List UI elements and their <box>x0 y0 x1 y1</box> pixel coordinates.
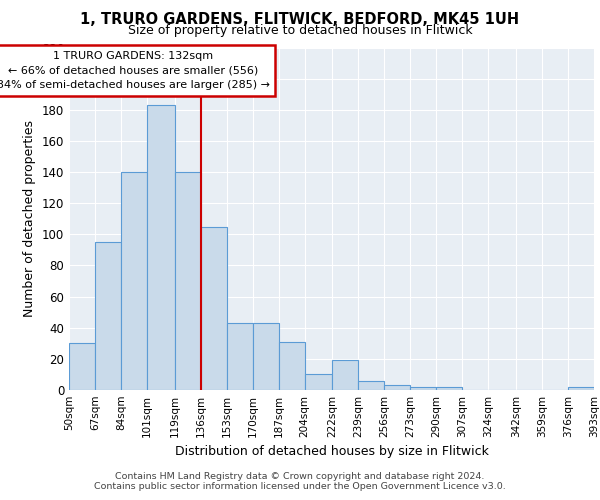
Bar <box>147 105 175 390</box>
Bar <box>305 374 332 390</box>
Bar <box>436 387 463 390</box>
Bar <box>568 387 594 390</box>
Text: 1, TRURO GARDENS, FLITWICK, BEDFORD, MK45 1UH: 1, TRURO GARDENS, FLITWICK, BEDFORD, MK4… <box>80 12 520 28</box>
Bar <box>200 226 227 390</box>
X-axis label: Distribution of detached houses by size in Flitwick: Distribution of detached houses by size … <box>175 446 488 458</box>
Bar <box>358 380 385 390</box>
Text: 1 TRURO GARDENS: 132sqm
← 66% of detached houses are smaller (556)
34% of semi-d: 1 TRURO GARDENS: 132sqm ← 66% of detache… <box>0 50 270 90</box>
Bar <box>227 323 253 390</box>
Bar <box>385 386 410 390</box>
Bar <box>253 323 278 390</box>
Bar <box>332 360 358 390</box>
Bar <box>410 387 436 390</box>
Bar <box>278 342 305 390</box>
Text: Contains HM Land Registry data © Crown copyright and database right 2024.: Contains HM Land Registry data © Crown c… <box>115 472 485 481</box>
Bar <box>69 344 95 390</box>
Text: Size of property relative to detached houses in Flitwick: Size of property relative to detached ho… <box>128 24 472 37</box>
Bar <box>121 172 147 390</box>
Y-axis label: Number of detached properties: Number of detached properties <box>23 120 36 318</box>
Bar <box>175 172 200 390</box>
Bar <box>95 242 121 390</box>
Text: Contains public sector information licensed under the Open Government Licence v3: Contains public sector information licen… <box>94 482 506 491</box>
